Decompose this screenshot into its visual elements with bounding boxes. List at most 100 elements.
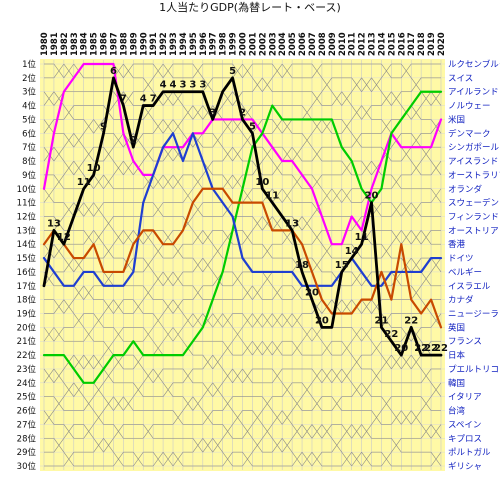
background-line <box>63 424 75 439</box>
background-line <box>401 257 412 273</box>
background-line <box>430 313 442 328</box>
background-line <box>281 410 293 425</box>
background-line <box>410 105 422 120</box>
background-line <box>192 133 204 148</box>
background-line <box>242 313 253 328</box>
background-line <box>321 119 333 134</box>
background-line <box>43 188 55 203</box>
background-line <box>152 313 164 328</box>
background-line <box>391 230 402 245</box>
background-line <box>123 91 134 106</box>
rank-annotation: 20 <box>365 191 379 202</box>
background-line <box>103 146 114 162</box>
background-line <box>143 424 154 439</box>
rank-annotation: 10 <box>255 177 269 188</box>
background-line <box>43 327 55 342</box>
background-line <box>262 313 273 328</box>
background-line <box>272 313 283 328</box>
country-label: 英国 <box>448 322 465 333</box>
background-line <box>311 202 323 217</box>
background-line <box>341 119 352 134</box>
background-line <box>192 313 204 328</box>
background-line <box>311 368 323 384</box>
background-line <box>83 424 94 439</box>
background-line <box>43 91 55 106</box>
background-line <box>93 119 104 134</box>
background-line <box>341 424 352 439</box>
background-line <box>301 424 313 439</box>
background-line <box>63 202 75 217</box>
background-line <box>182 313 194 328</box>
background-line <box>123 396 134 411</box>
background-line <box>252 313 263 328</box>
background-line <box>113 354 124 370</box>
background-line <box>281 382 293 397</box>
background-line <box>272 63 283 79</box>
year-label: 2019 <box>427 32 437 56</box>
background-line <box>172 91 184 106</box>
year-label: 2020 <box>437 32 447 56</box>
year-label: 2004 <box>278 32 288 56</box>
country-label: ルクセンブルク <box>448 59 500 70</box>
background-line <box>83 146 94 162</box>
country-label: アイルランド <box>448 88 499 98</box>
background-line <box>143 327 154 342</box>
background-line <box>232 63 243 79</box>
background-line <box>301 216 313 231</box>
background-line <box>311 299 323 314</box>
rank-label: 8位 <box>22 156 36 167</box>
background-line <box>63 63 75 79</box>
background-line <box>410 160 422 176</box>
background-line <box>301 133 313 148</box>
country-label: ベルギー <box>448 268 482 278</box>
background-line <box>103 368 114 384</box>
background-line <box>301 382 313 397</box>
background-line <box>341 91 352 106</box>
rank-annotation: 11 <box>355 232 369 243</box>
background-line <box>53 146 65 162</box>
background-line <box>113 327 124 342</box>
background-line <box>103 271 114 286</box>
rank-label: 10位 <box>17 184 37 195</box>
background-line <box>93 202 104 217</box>
year-label: 1993 <box>169 32 179 56</box>
background-line <box>192 105 204 120</box>
rank-annotation: 9 <box>100 121 107 132</box>
background-line <box>351 382 362 397</box>
background-line <box>192 174 204 189</box>
background-line <box>410 354 422 370</box>
background-line <box>202 354 213 370</box>
background-line <box>202 257 213 273</box>
background-line <box>391 438 402 453</box>
background-line <box>401 354 412 370</box>
year-label: 2009 <box>328 32 338 56</box>
background-line <box>272 438 283 453</box>
background-line <box>272 368 283 384</box>
rank-label: 18位 <box>17 295 37 306</box>
background-line <box>143 368 154 384</box>
background-line <box>272 285 283 300</box>
year-label: 1990 <box>139 32 149 56</box>
rank-annotation: 5 <box>229 66 236 77</box>
background-line <box>430 188 442 203</box>
background-line <box>321 188 333 203</box>
background-line <box>93 438 104 453</box>
background-line <box>291 451 303 467</box>
year-label: 2017 <box>407 32 417 56</box>
background-line <box>143 105 154 120</box>
background-line <box>381 244 392 259</box>
background-line <box>371 368 382 384</box>
background-line <box>420 368 432 384</box>
background-line <box>152 271 164 286</box>
background-line <box>172 174 184 189</box>
background-line <box>202 160 213 176</box>
background-line <box>162 230 174 245</box>
background-line <box>63 257 75 273</box>
background-line <box>242 368 253 384</box>
background-line <box>391 202 402 217</box>
year-label: 2003 <box>268 32 278 56</box>
background-line <box>420 396 432 411</box>
background-line <box>331 368 342 384</box>
background-line <box>103 174 114 189</box>
background-line <box>252 410 263 425</box>
